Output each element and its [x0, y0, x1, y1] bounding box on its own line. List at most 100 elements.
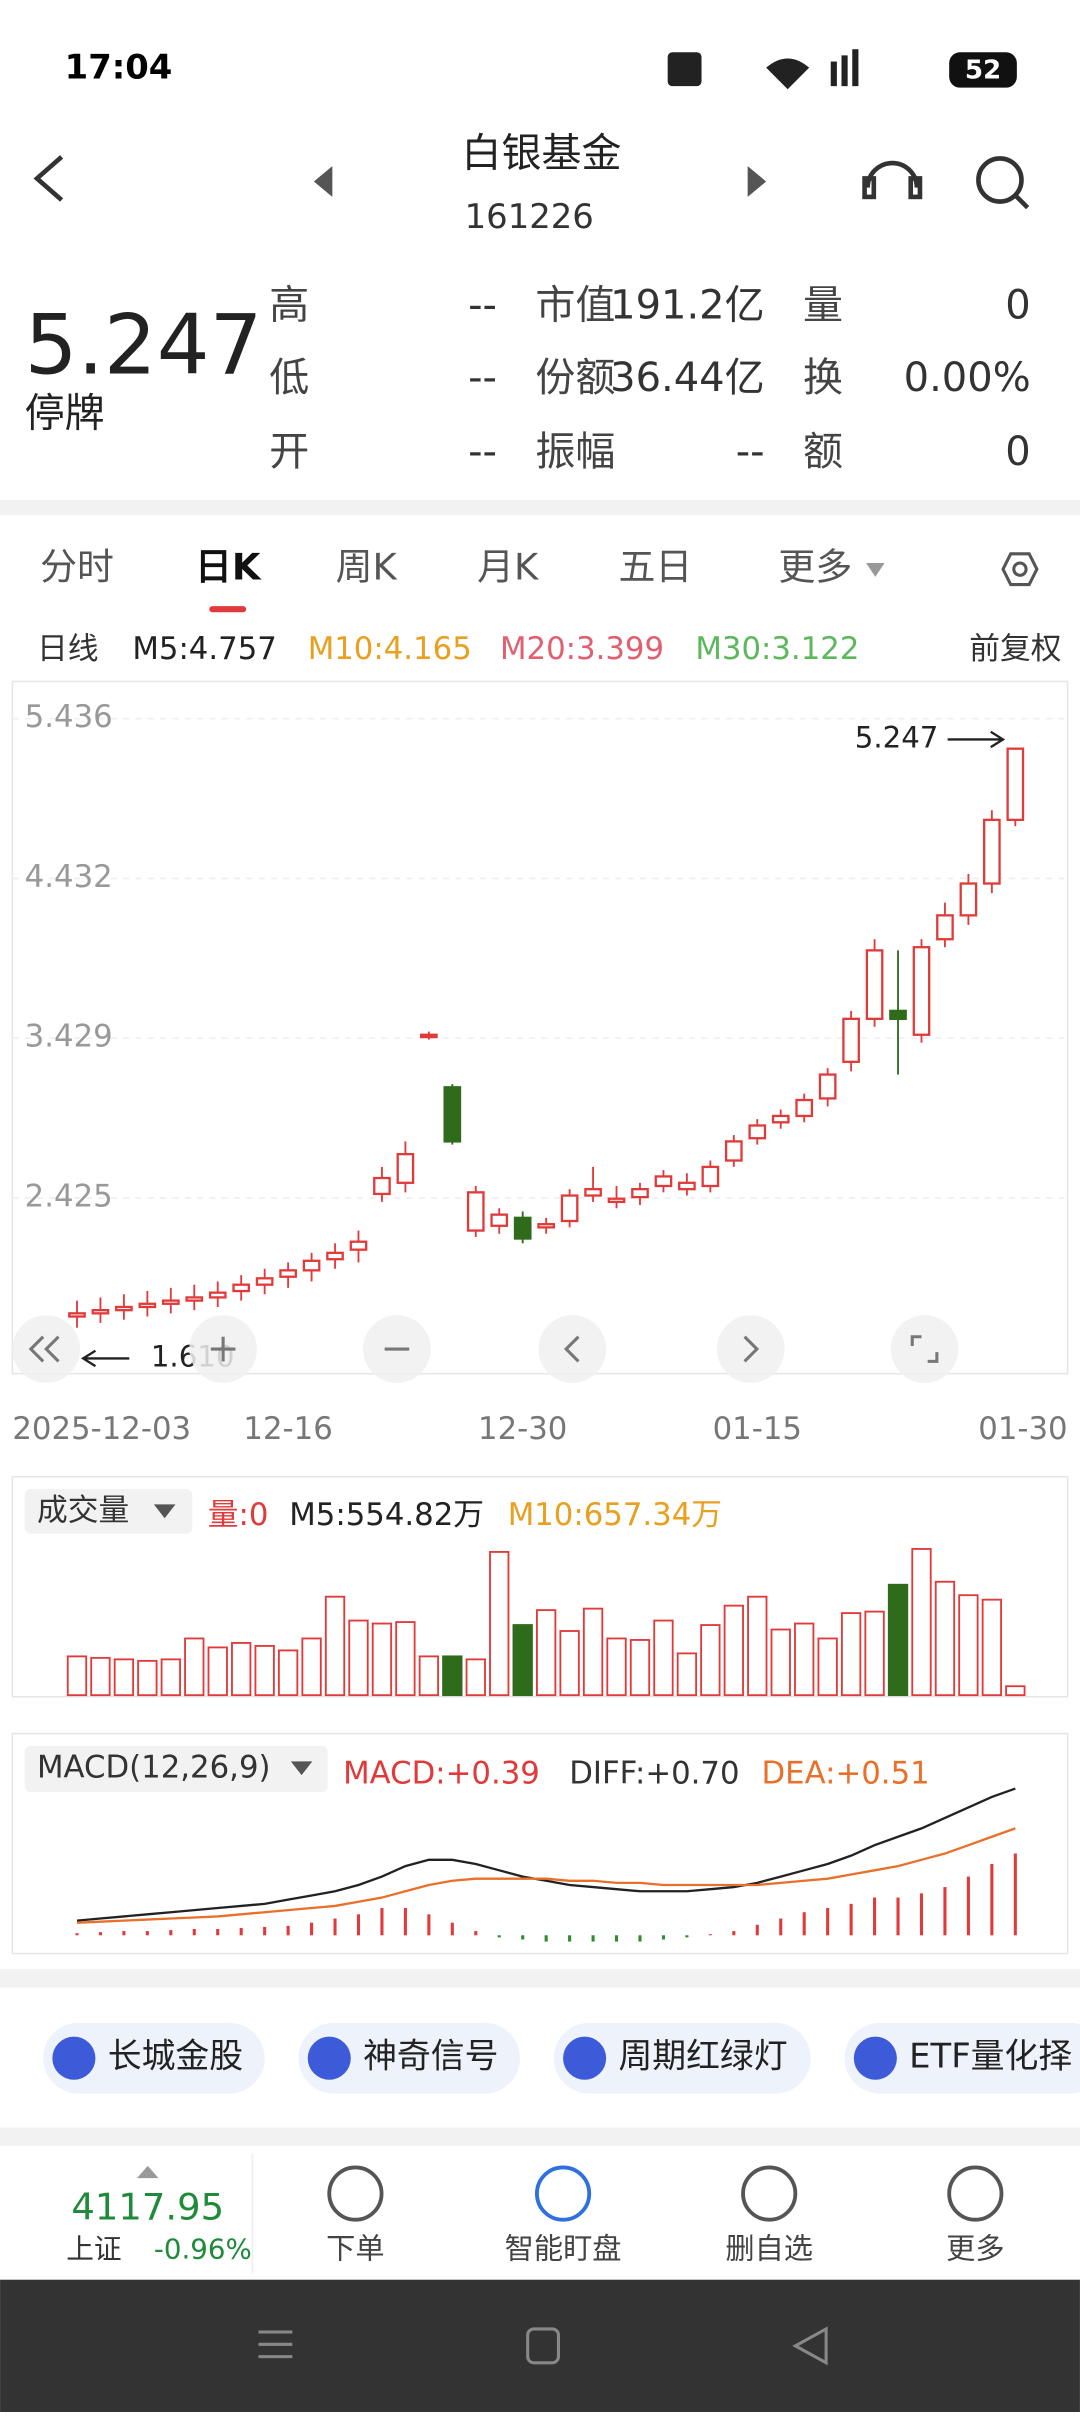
- period-tab[interactable]: 日K: [195, 546, 262, 589]
- service-button[interactable]: [862, 160, 923, 200]
- macd-bar: [943, 1887, 947, 1936]
- status-time: 17:04: [65, 48, 173, 87]
- search-button[interactable]: [976, 156, 1030, 210]
- period-tabs: 分时 日K 周K 月K 五日 更多: [40, 546, 852, 589]
- prev-button[interactable]: [313, 166, 333, 197]
- macd-bar: [450, 1922, 454, 1936]
- nav-label[interactable]: 下单: [326, 2231, 384, 2265]
- candle-body: [584, 1188, 602, 1197]
- candle-body: [631, 1188, 649, 1199]
- candle-body: [607, 1197, 626, 1204]
- fullscreen[interactable]: [890, 1315, 959, 1383]
- volume-bar: [817, 1637, 838, 1697]
- volume-bar: [160, 1658, 181, 1697]
- nav-icon[interactable]: [327, 2165, 384, 2222]
- system-nav: [0, 2279, 1080, 2412]
- macd-bar: [263, 1926, 267, 1936]
- tool-pill[interactable]: [43, 2022, 265, 2094]
- volume-bar: [395, 1621, 416, 1697]
- macd-legend: MACD:+0.39: [343, 1756, 540, 1792]
- volume-bar: [66, 1655, 88, 1697]
- low-arrow: [80, 1349, 130, 1368]
- scroll-right[interactable]: [716, 1315, 785, 1383]
- candle-body: [490, 1213, 509, 1227]
- volume-bar: [934, 1580, 956, 1697]
- macd-bar: [192, 1928, 196, 1936]
- trade-state: 停牌: [25, 390, 105, 436]
- candle-body: [91, 1309, 110, 1315]
- macd-caret: [290, 1761, 313, 1776]
- back-button[interactable]: [33, 155, 64, 202]
- high-label: 5.247: [855, 720, 939, 754]
- candle-body: [865, 949, 884, 1020]
- settings-button[interactable]: [1001, 552, 1039, 587]
- volume-selector[interactable]: [24, 1489, 193, 1534]
- macd-chart: MACD:+0.39 DIFF:+0.70 DEA:+0.51: [75, 1756, 1017, 1942]
- macd-bar: [966, 1876, 970, 1936]
- macd-bar: [145, 1931, 149, 1936]
- adjust-mode[interactable]: 前复权: [969, 631, 1061, 667]
- tool-pill[interactable]: [844, 2022, 1080, 2094]
- macd-bar: [521, 1935, 525, 1940]
- volume-bar: [489, 1551, 510, 1697]
- nav-label[interactable]: 智能盯盘: [505, 2231, 622, 2265]
- candle-body: [68, 1312, 86, 1318]
- battery-level: 52: [965, 55, 1001, 85]
- volume-bar: [840, 1612, 862, 1697]
- volume-bar: [442, 1655, 463, 1697]
- volume-bar: [559, 1630, 580, 1697]
- nav-label[interactable]: 更多: [946, 2231, 1004, 2265]
- nav-label[interactable]: 删自选: [725, 2231, 813, 2265]
- volume-legend: M10:657.34万: [508, 1497, 722, 1533]
- volume-caret: [153, 1504, 176, 1519]
- y-tick-label: 5.436: [25, 699, 113, 735]
- volume-bar: [207, 1646, 228, 1697]
- candle-body: [443, 1086, 462, 1143]
- nav-icon[interactable]: [741, 2165, 798, 2222]
- macd-selector[interactable]: [24, 1745, 328, 1793]
- index-value[interactable]: 4117.95: [71, 2185, 224, 2228]
- period-tab[interactable]: 五日: [618, 546, 692, 589]
- macd-bar: [896, 1897, 900, 1936]
- stat-value: 0: [1005, 283, 1030, 329]
- macd-bar: [544, 1935, 548, 1942]
- ma-legend: 日线 M5:4.757 M10:4.165 M20:3.399 M30:3.122: [37, 631, 859, 667]
- macd-bar: [474, 1931, 478, 1936]
- macd-bar: [826, 1908, 830, 1936]
- stat-label: 市值: [535, 283, 615, 329]
- macd-bar: [779, 1918, 783, 1936]
- nav-icon[interactable]: [947, 2165, 1004, 2222]
- volume-bar: [887, 1583, 909, 1697]
- nav-icon[interactable]: [535, 2165, 592, 2222]
- candle-body: [302, 1259, 321, 1272]
- macd-bar: [239, 1927, 243, 1936]
- candle-body: [537, 1223, 555, 1229]
- candle-body: [232, 1283, 251, 1293]
- volume-bar: [418, 1655, 440, 1697]
- period-tab[interactable]: 分时: [40, 546, 114, 589]
- period-tab[interactable]: 月K: [477, 546, 539, 589]
- candle-body: [936, 914, 954, 941]
- tool-icon: [853, 2036, 897, 2080]
- divider: [0, 499, 1080, 516]
- candle-body: [724, 1140, 743, 1162]
- y-tick-label: 2.425: [25, 1178, 113, 1214]
- tool-pill[interactable]: [298, 2022, 521, 2094]
- price: 5.247: [25, 297, 263, 394]
- candle-body: [161, 1299, 180, 1305]
- volume-chart: 量:0 M5:554.82万 M10:657.34万: [66, 1497, 1026, 1697]
- zoom-icons: [28, 1335, 939, 1363]
- scroll-left[interactable]: [538, 1315, 607, 1383]
- settings-dot: [1012, 561, 1028, 577]
- volume-bar: [231, 1642, 252, 1697]
- macd-bar: [849, 1903, 853, 1936]
- tool-pill[interactable]: [553, 2022, 811, 2094]
- period-tab[interactable]: 更多: [778, 546, 852, 589]
- y-tick-label: 3.429: [25, 1019, 113, 1055]
- volume-bar: [794, 1622, 815, 1697]
- macd-bar: [990, 1864, 994, 1936]
- next-button[interactable]: [747, 166, 767, 197]
- volume-bar: [700, 1624, 721, 1697]
- period-tab[interactable]: 周K: [336, 546, 398, 589]
